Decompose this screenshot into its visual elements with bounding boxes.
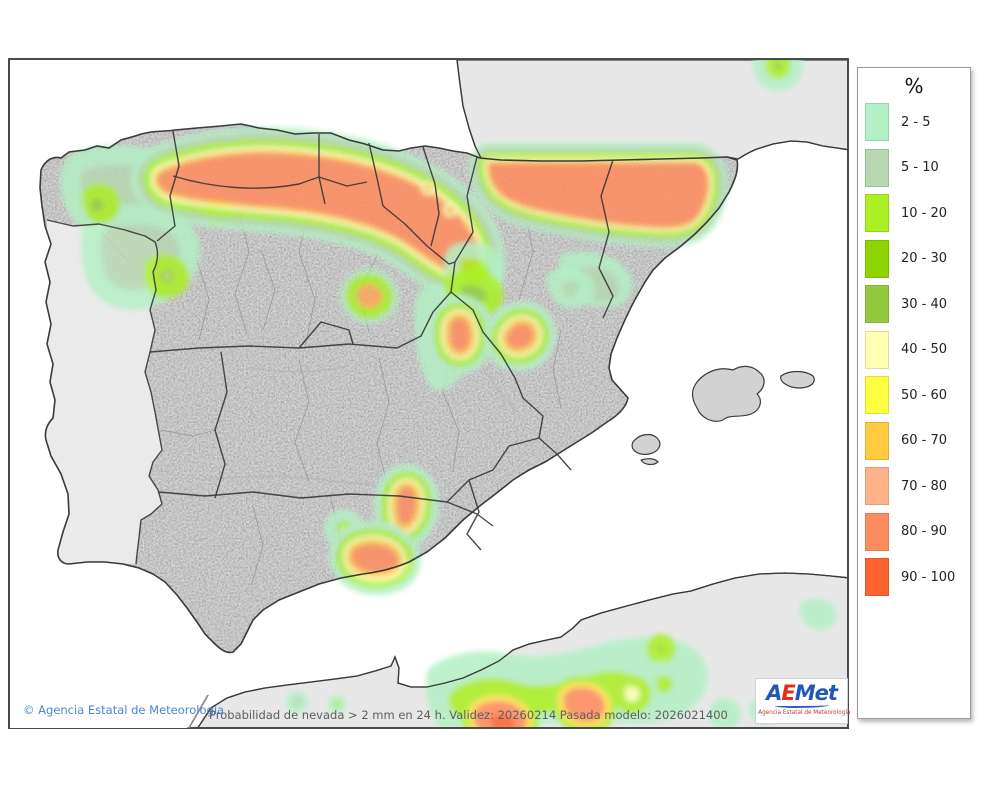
legend-item: 60 - 70 xyxy=(865,421,970,460)
attribution-box xyxy=(10,695,209,728)
balearic-islands xyxy=(631,365,815,466)
logo-tagline: Agencia Estatal de Meteorología xyxy=(758,709,851,716)
legend-swatch xyxy=(865,512,889,551)
legend-swatch xyxy=(865,194,889,232)
island-menorca xyxy=(780,370,815,389)
legend-swatch xyxy=(865,558,889,596)
coastline-france xyxy=(456,60,847,160)
legend-label: 80 - 90 xyxy=(901,524,948,539)
legend-swatch xyxy=(865,421,889,460)
legend-swatch xyxy=(865,103,889,141)
legend-swatch xyxy=(865,239,889,278)
product-title: Probabilidad de nevada > 2 mm en 24 h. V… xyxy=(209,708,728,722)
legend-label: 10 - 20 xyxy=(901,205,948,221)
legend-item: 5 - 10 xyxy=(865,148,970,187)
blob-france-north xyxy=(753,60,803,91)
legend-swatch xyxy=(865,376,889,414)
legend-label: 30 - 40 xyxy=(901,296,948,312)
legend-item: 50 - 60 xyxy=(865,376,970,414)
legend-label: 40 - 50 xyxy=(901,342,948,357)
legend-label: 70 - 80 xyxy=(901,478,948,494)
legend-item: 30 - 40 xyxy=(865,285,970,323)
blob-iberian-system xyxy=(339,267,595,391)
attribution-text: © Agencia Estatal de Meteorología xyxy=(23,703,225,717)
legend-panel: % 2 - 5 5 - 10 10 - 20 20 - 30 30 - 40 40 - 5… xyxy=(857,67,971,719)
island-formentera xyxy=(640,458,659,466)
legend-label: 90 - 100 xyxy=(901,569,956,585)
legend-item: 20 - 30 xyxy=(865,239,970,278)
blob-galicia xyxy=(60,145,232,310)
legend-title: % xyxy=(904,74,924,98)
logo-letter-e: E xyxy=(781,681,795,705)
coastline-iberia xyxy=(39,123,739,654)
region-borders xyxy=(46,130,614,565)
legend-items: 2 - 5 5 - 10 10 - 20 20 - 30 30 - 40 40 - 50 5… xyxy=(865,103,970,596)
legend-swatch xyxy=(865,330,889,369)
logo-swoosh xyxy=(774,703,829,708)
legend-label: 20 - 30 xyxy=(901,251,948,266)
logo-letter-a: A xyxy=(766,681,782,705)
legend-label: 5 - 10 xyxy=(901,160,939,175)
legend-item: 70 - 80 xyxy=(865,467,970,505)
legend-item: 40 - 50 xyxy=(865,330,970,369)
map-canvas xyxy=(10,60,847,727)
aemet-logo: AEMet Agencia Estatal de Meteorología xyxy=(755,678,851,724)
legend-item: 80 - 90 xyxy=(865,512,970,551)
legend-label: 2 - 5 xyxy=(901,114,931,130)
legend-swatch xyxy=(865,148,889,187)
logo-letters-met: Met xyxy=(794,681,838,705)
legend-item: 90 - 100 xyxy=(865,558,970,596)
legend-label: 50 - 60 xyxy=(901,387,948,403)
legend-item: 10 - 20 xyxy=(865,194,970,232)
island-mallorca xyxy=(691,365,765,422)
aemet-logo-word: AEMet xyxy=(756,680,847,706)
legend-swatch xyxy=(865,285,889,323)
map-frame: © Agencia Estatal de Meteorología Probab… xyxy=(8,58,851,729)
coastline-africa xyxy=(197,572,847,727)
legend-swatch xyxy=(865,467,889,505)
blob-atlas xyxy=(286,598,838,727)
blob-sierra-nevada xyxy=(324,464,440,596)
island-ibiza xyxy=(631,433,661,455)
legend-item: 2 - 5 xyxy=(865,103,970,141)
legend-label: 60 - 70 xyxy=(901,433,948,448)
